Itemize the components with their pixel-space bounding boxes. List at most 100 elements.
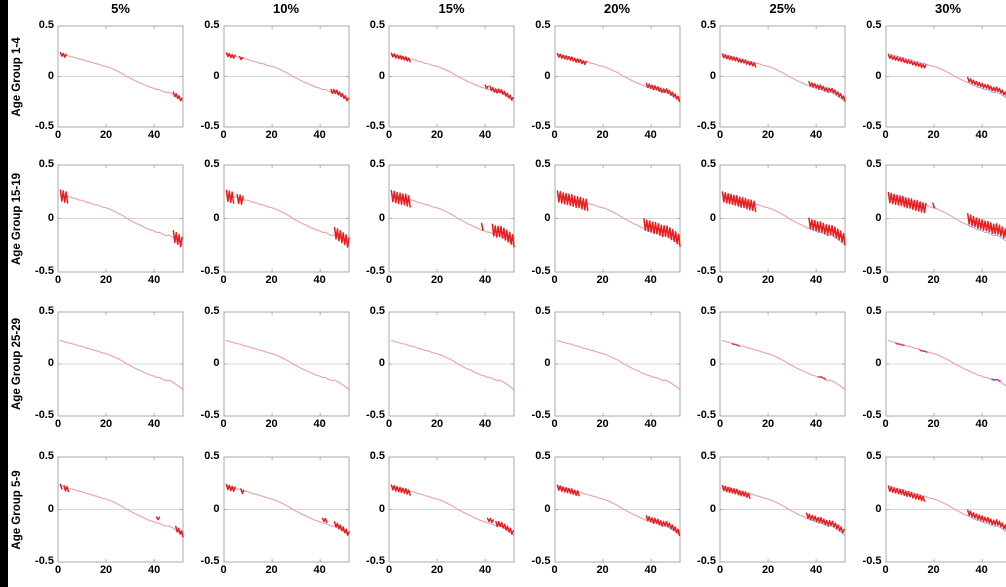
y-tick-label: 0 [213, 502, 220, 515]
x-tick-label: 40 [313, 274, 326, 286]
y-tick-label: 0 [378, 357, 385, 369]
x-tick-label: 0 [716, 129, 724, 141]
y-tick-label: 0.5 [204, 305, 220, 317]
y-tick-label: 0 [875, 502, 882, 515]
y-tick-label: -0.5 [862, 409, 882, 421]
x-tick-label: 20 [596, 129, 609, 141]
y-tick-label: 0.5 [535, 158, 551, 170]
x-tick-label: 0 [220, 564, 227, 576]
x-tick-label: 20 [99, 274, 113, 286]
x-tick-label: 20 [761, 129, 775, 141]
y-tick-label: -0.5 [531, 555, 551, 567]
y-tick-label: -0.5 [366, 555, 385, 567]
y-tick-label: 0.5 [866, 305, 882, 317]
subplot-panel [719, 25, 846, 128]
y-tick-label: 0.5 [535, 450, 551, 462]
x-tick-label: 0 [220, 129, 227, 141]
x-tick-label: 40 [975, 129, 988, 141]
x-tick-label: 20 [99, 129, 113, 141]
y-tick-label: 0.5 [700, 305, 716, 317]
y-tick-label: 0 [47, 69, 54, 82]
y-tick-label: 0.5 [369, 19, 385, 31]
row-label-age-1-4: Age Group 1-4 [11, 36, 23, 117]
x-tick-label: 40 [148, 418, 161, 430]
row-label-age-5-9: Age Group 5-9 [11, 469, 23, 550]
y-tick-label: 0.5 [369, 305, 385, 317]
x-tick-label: 20 [430, 564, 444, 576]
y-tick-label: 0.5 [535, 305, 551, 317]
y-tick-label: -0.5 [862, 265, 882, 277]
row-label-age-25-29: Age Group 25-29 [11, 317, 23, 411]
x-tick-label: 0 [54, 564, 62, 576]
y-tick-label: 0.5 [204, 19, 220, 31]
left-edge-bar [0, 0, 8, 587]
subplot-panel [719, 164, 846, 273]
x-tick-label: 40 [644, 564, 657, 576]
y-tick-label: 0.5 [866, 450, 882, 462]
y-tick-label: 0 [213, 69, 220, 82]
x-tick-label: 0 [54, 129, 62, 141]
subplot-panel [554, 164, 681, 273]
x-tick-label: 40 [313, 418, 326, 430]
subplot-panel [223, 25, 349, 128]
y-tick-label: 0 [544, 357, 551, 369]
x-tick-label: 40 [975, 564, 988, 576]
x-tick-label: 20 [430, 129, 444, 141]
x-tick-label: 40 [975, 418, 988, 430]
y-tick-label: -0.5 [200, 409, 220, 421]
y-tick-label: 0 [875, 69, 882, 82]
y-tick-label: 0.5 [38, 450, 54, 462]
subplot-panel [554, 456, 680, 563]
subplot-panel [223, 164, 350, 273]
x-tick-label: 40 [644, 274, 657, 286]
y-tick-label: 0.5 [700, 19, 716, 31]
x-tick-label: 40 [975, 274, 988, 286]
y-tick-label: 0 [378, 211, 385, 224]
y-tick-label: 0.5 [369, 158, 385, 170]
y-tick-label: -0.5 [366, 409, 385, 421]
y-tick-label: 0 [875, 357, 882, 369]
y-tick-label: -0.5 [35, 555, 54, 567]
x-tick-label: 20 [99, 564, 113, 576]
y-tick-label: -0.5 [200, 120, 220, 132]
x-tick-label: 0 [882, 418, 889, 430]
y-tick-label: 0.5 [700, 450, 716, 462]
y-tick-label: 0 [709, 502, 716, 515]
subplot-panel [885, 456, 1006, 563]
x-tick-label: 40 [644, 129, 657, 141]
x-tick-label: 0 [220, 418, 227, 430]
x-tick-label: 20 [265, 274, 278, 286]
y-tick-label: 0.5 [204, 158, 220, 170]
y-tick-label: 0 [709, 69, 716, 82]
y-tick-label: -0.5 [200, 265, 220, 277]
x-tick-label: 40 [810, 129, 823, 141]
y-tick-label: 0 [378, 502, 385, 515]
subplot-panel [57, 311, 184, 417]
column-title-20pct: 20% [603, 1, 631, 16]
subplot-panel [388, 311, 515, 417]
x-tick-label: 40 [148, 129, 161, 141]
x-tick-label: 40 [810, 418, 823, 430]
column-title-30pct: 30% [934, 1, 962, 16]
x-tick-label: 40 [479, 564, 492, 576]
subplot-panel [719, 456, 846, 563]
y-tick-label: 0 [378, 69, 385, 82]
column-title-15pct: 15% [438, 1, 465, 16]
subplot-panel [388, 456, 515, 563]
x-tick-label: 0 [54, 418, 62, 430]
x-tick-label: 20 [430, 274, 444, 286]
x-tick-label: 40 [148, 564, 161, 576]
x-tick-label: 40 [479, 129, 492, 141]
x-tick-label: 0 [551, 564, 558, 576]
subplot-panel [554, 25, 680, 128]
y-tick-label: 0 [213, 357, 220, 369]
y-tick-label: -0.5 [200, 555, 220, 567]
subplot-panel [554, 311, 680, 417]
subplot-panel [885, 164, 1006, 273]
x-tick-label: 20 [265, 129, 278, 141]
y-tick-label: -0.5 [531, 265, 551, 277]
y-tick-label: -0.5 [697, 555, 716, 567]
y-tick-label: -0.5 [531, 409, 551, 421]
x-tick-label: 0 [551, 418, 558, 430]
x-tick-label: 0 [882, 129, 889, 141]
